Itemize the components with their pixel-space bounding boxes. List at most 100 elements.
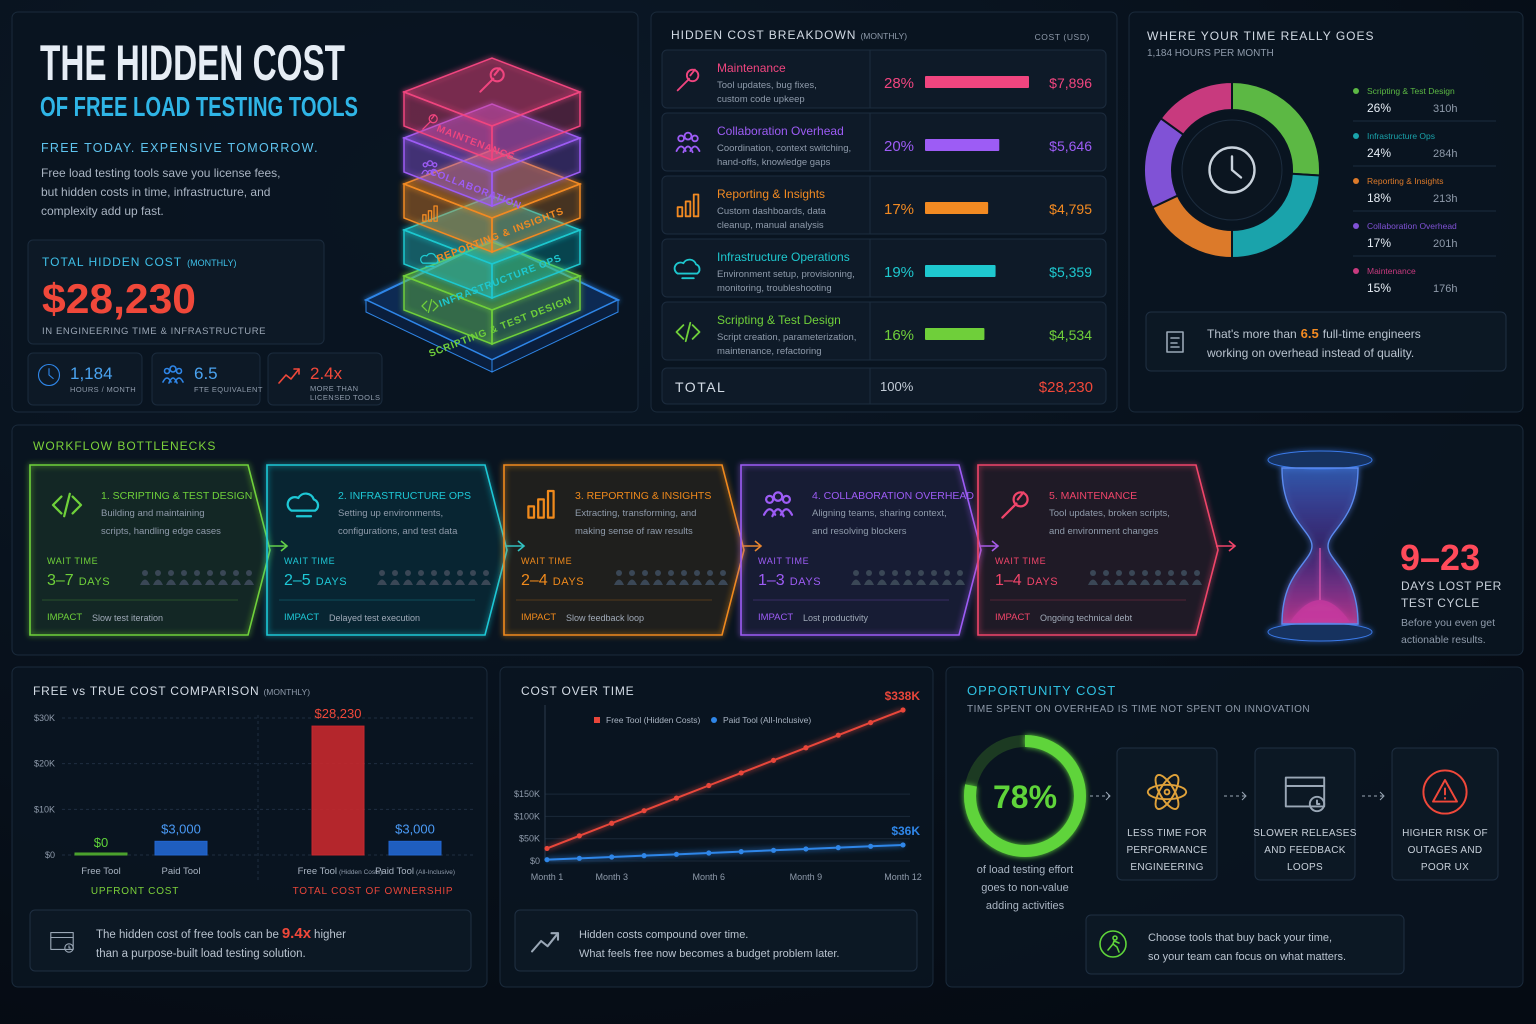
- icon-stroke: [1112, 935, 1118, 941]
- person-icon: [392, 570, 398, 576]
- person-icon: [629, 570, 635, 576]
- icon-stroke: [1230, 155, 1243, 179]
- step-description: Tool updates, broken scripts,: [1049, 508, 1170, 519]
- bar: [925, 265, 996, 277]
- icon-stroke: [68, 945, 71, 949]
- legend-name: Reporting & Insights: [1367, 176, 1444, 186]
- icon-stroke: [546, 489, 555, 519]
- legend-marker: [594, 717, 600, 723]
- hourglass-cap: [1267, 622, 1373, 642]
- legend-hours: 176h: [1433, 283, 1457, 295]
- row-percent: 17%: [884, 201, 914, 218]
- person-icon: [403, 579, 413, 585]
- stat-value: 1,184: [70, 364, 113, 383]
- person-icon: [1103, 570, 1109, 576]
- group-label: TOTAL COST OF OWNERSHIP: [293, 886, 454, 897]
- line-point: [770, 847, 777, 853]
- legend-percent: 17%: [1367, 236, 1391, 250]
- line-point: [770, 757, 777, 763]
- person-icon: [481, 579, 491, 585]
- total-row-label: TOTAL: [675, 379, 726, 395]
- impact-text: Ongoing technical debt: [1040, 613, 1133, 623]
- end-label: $338K: [885, 689, 921, 703]
- person-icon: [942, 579, 952, 585]
- card: [267, 352, 383, 406]
- row-description: Coordination, context switching,: [717, 143, 851, 154]
- step-description: Aligning teams, sharing context,: [812, 508, 947, 519]
- person-icon: [442, 579, 452, 585]
- icon-stroke: [420, 252, 439, 264]
- legend-hours: 284h: [1433, 148, 1457, 160]
- line-series: [546, 843, 904, 861]
- line-point: [609, 820, 615, 826]
- row-percent: 16%: [884, 327, 914, 344]
- row-description: custom code upkeep: [717, 94, 805, 105]
- wait-label: WAIT TIME: [284, 556, 335, 566]
- person-icon: [718, 579, 728, 585]
- group-label: UPFRONT COST: [91, 886, 179, 897]
- icon-stroke: [530, 932, 560, 953]
- icon-stroke: [1154, 774, 1180, 810]
- person-icon: [1153, 579, 1163, 585]
- person-icon: [877, 579, 887, 585]
- person-icon: [1129, 570, 1135, 576]
- icon-stroke: [430, 114, 436, 120]
- footer-highlight: 9.4x: [282, 925, 312, 942]
- legend-percent: 15%: [1367, 281, 1391, 295]
- wait-value: 3–7: [47, 572, 74, 589]
- icon-stroke: [682, 145, 694, 154]
- icon-stroke: [51, 495, 63, 515]
- person-icon: [377, 579, 387, 585]
- icon-stroke: [63, 492, 71, 518]
- step-description: Building and maintaining: [101, 508, 205, 519]
- person-icon: [931, 570, 937, 576]
- icon: [762, 491, 794, 518]
- row-description: hand-offs, knowledge gaps: [717, 157, 831, 168]
- person-icon: [192, 579, 202, 585]
- icon-stroke: [278, 368, 300, 384]
- icon-stroke: [426, 169, 434, 176]
- icon-stroke: [169, 365, 177, 373]
- line-point: [609, 854, 615, 860]
- y-tick-label: $0: [530, 856, 540, 866]
- line-point: [673, 795, 680, 801]
- person-icon: [1192, 579, 1202, 585]
- wait-label: WAIT TIME: [521, 556, 572, 566]
- person-icon: [627, 579, 637, 585]
- person-icon: [390, 579, 400, 585]
- panel-subtitle: TIME SPENT ON OVERHEAD IS TIME NOT SPENT…: [967, 704, 1310, 715]
- person-icon: [655, 570, 661, 576]
- icon-stroke: [675, 324, 685, 340]
- icon-stroke: [689, 68, 696, 77]
- person-icon: [168, 570, 174, 576]
- icon-stroke: [1316, 799, 1321, 805]
- row-percent: 20%: [884, 138, 914, 155]
- impact-label: IMPACT: [521, 612, 556, 623]
- icon-stroke: [168, 377, 178, 384]
- stat-label: MORE THAN: [310, 384, 358, 393]
- note-text: working on overhead instead of quality.: [1206, 346, 1414, 360]
- y-tick-label: $100K: [514, 811, 540, 821]
- person-icon: [903, 579, 913, 585]
- layer-side: [491, 274, 581, 346]
- person-icon: [1194, 570, 1200, 576]
- icon-stroke: [1163, 788, 1171, 796]
- row-description: maintenance, refactoring: [717, 346, 822, 357]
- step-title: 4. COLLABORATION OVERHEAD: [812, 490, 974, 502]
- person-icon: [155, 570, 161, 576]
- stack-base: [491, 299, 619, 373]
- person-icon: [179, 579, 189, 585]
- icon-stroke: [422, 120, 432, 130]
- flow-arrow: [1105, 791, 1111, 801]
- row-name: Scripting & Test Design: [717, 313, 841, 327]
- line-point: [803, 846, 809, 852]
- icon: [1166, 331, 1184, 353]
- layer-side: [491, 90, 581, 162]
- stat-label: LICENSED TOOLS: [310, 393, 380, 402]
- person-icon: [379, 570, 385, 576]
- icon-stroke: [493, 67, 501, 76]
- impact-text: SLOWER RELEASES: [1253, 828, 1356, 839]
- icon-stroke: [764, 494, 775, 505]
- icon-stroke: [48, 368, 54, 380]
- step-description: making sense of raw results: [575, 526, 693, 537]
